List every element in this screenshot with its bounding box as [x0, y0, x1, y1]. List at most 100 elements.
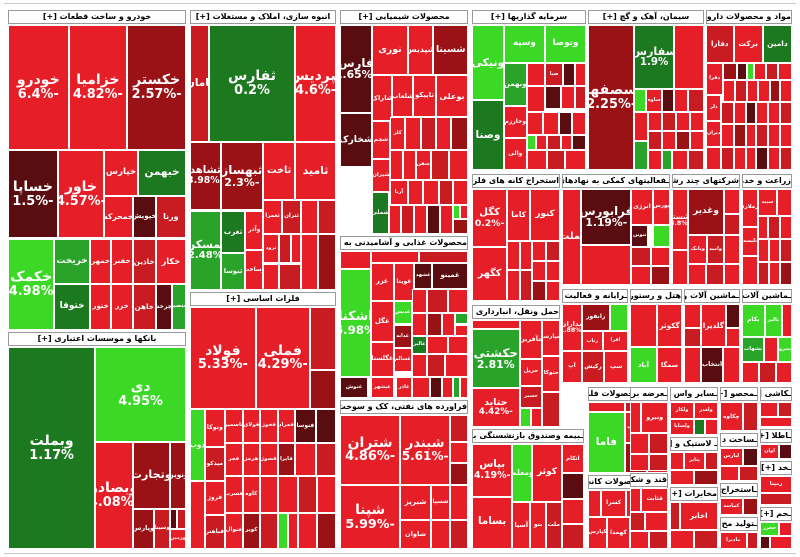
stock-tile-دفرا[interactable]: دفرا	[706, 62, 724, 95]
stock-tile[interactable]	[317, 512, 336, 549]
stock-tile[interactable]	[690, 112, 704, 131]
stock-tile-شسپا[interactable]: شسپا	[430, 484, 451, 520]
stock-tile[interactable]	[442, 312, 456, 337]
stock-tile[interactable]	[780, 261, 792, 285]
stock-tile[interactable]	[757, 80, 770, 102]
sector-header-invest[interactable]: سرمایه گذاریها [+]	[472, 10, 586, 24]
sector-header-metals[interactable]: فلزات اساسی [+]	[190, 292, 336, 306]
stock-tile[interactable]	[263, 263, 280, 290]
stock-tile-غگل[interactable]: غگل	[370, 300, 394, 343]
stock-tile-فایرا[interactable]: فایرا	[277, 442, 296, 477]
stock-tile[interactable]	[769, 80, 780, 102]
stock-tile-شسینا[interactable]: شسینا	[433, 25, 468, 76]
stock-tile[interactable]	[450, 484, 468, 520]
stock-tile-غزر[interactable]: غزر	[370, 262, 394, 301]
stock-tile-مداران[interactable]: مداران-1.88%	[562, 304, 582, 352]
stock-tile-خکمک[interactable]: خکمک 4.98%	[8, 238, 55, 330]
stock-tile[interactable]	[726, 327, 740, 348]
stock-tile-شاراک[interactable]: شاراک	[372, 75, 393, 122]
stock-tile[interactable]	[290, 234, 301, 264]
stock-tile[interactable]	[630, 453, 649, 471]
stock-tile[interactable]	[630, 488, 642, 513]
stock-tile[interactable]	[300, 234, 319, 290]
stock-tile-تملت[interactable]: تملت	[562, 189, 582, 285]
stock-tile-اوان[interactable]: اوان	[760, 444, 780, 459]
stock-tile[interactable]	[630, 530, 649, 549]
stock-tile-غبشهر[interactable]: غبشهر	[370, 377, 394, 398]
stock-tile-سفارس[interactable]: سفارس1.9%	[634, 25, 674, 89]
stock-tile[interactable]	[572, 112, 586, 136]
stock-tile[interactable]	[649, 530, 668, 549]
sector-header-power[interactable]: ـعرضه برق [+]	[630, 387, 668, 401]
stock-tile[interactable]	[775, 362, 792, 383]
stock-tile-کچاد[interactable]	[507, 240, 520, 270]
stock-tile[interactable]	[411, 312, 428, 337]
stock-tile-دفارا[interactable]: دفارا	[706, 25, 734, 63]
stock-tile[interactable]	[648, 112, 663, 131]
stock-tile[interactable]	[742, 498, 758, 515]
stock-tile[interactable]	[704, 452, 718, 471]
stock-tile-کپارس[interactable]: کپارس	[588, 517, 608, 549]
stock-tile[interactable]	[563, 62, 575, 86]
stock-tile-خزر[interactable]: خزر	[111, 284, 133, 330]
stock-tile-شپنا[interactable]: شپنا -5.99%	[340, 484, 401, 549]
stock-tile[interactable]	[526, 85, 545, 112]
stock-tile[interactable]	[427, 204, 440, 234]
stock-tile[interactable]	[260, 512, 278, 549]
stock-tile[interactable]	[747, 62, 755, 81]
stock-tile-اپال[interactable]	[507, 269, 520, 301]
stock-tile[interactable]	[687, 88, 704, 112]
stock-tile[interactable]	[648, 149, 663, 170]
stock-tile-ونیکی[interactable]: ونیکی	[472, 25, 504, 101]
stock-tile[interactable]	[423, 179, 439, 205]
stock-tile[interactable]	[671, 149, 688, 170]
stock-tile-حسیر[interactable]: حسیر	[519, 386, 543, 408]
sector-header-mining[interactable]: استخراج کانه های فلزی [+]	[472, 174, 560, 188]
stock-tile-رانفور[interactable]: رانفور	[581, 304, 610, 331]
stock-tile-سغرب[interactable]	[634, 141, 649, 170]
stock-tile[interactable]	[755, 146, 768, 170]
stock-tile-مادیرا[interactable]: مادیرا	[720, 532, 747, 549]
stock-tile-شتران[interactable]: شتران -4.86%	[340, 415, 401, 485]
stock-tile-اشکنا[interactable]: اشکنا6.98%	[340, 268, 371, 378]
stock-tile[interactable]	[780, 238, 792, 262]
stock-tile[interactable]	[542, 112, 559, 136]
stock-tile[interactable]	[427, 353, 445, 378]
sector-header-cement[interactable]: سیمان، آهک و گچ [+]	[588, 10, 704, 24]
stock-tile-اتکام[interactable]: اتکام	[561, 444, 584, 474]
stock-tile-فسوژ[interactable]: فسوژ	[260, 442, 278, 477]
stock-tile-خکستر[interactable]: خکستر -2.57%	[127, 25, 186, 151]
stock-tile-فجر[interactable]: فجر	[225, 442, 243, 477]
stock-tile-شخارک[interactable]: شخارک	[340, 112, 372, 168]
stock-tile[interactable]	[769, 535, 792, 549]
stock-tile-فولاد[interactable]: فولاد -5.33%	[190, 307, 256, 409]
stock-tile-غاذر[interactable]: غاذر	[396, 377, 412, 398]
stock-tile[interactable]	[760, 417, 792, 427]
stock-tile[interactable]	[742, 402, 758, 431]
stock-tile-شلعاب[interactable]: شلعاب	[392, 75, 413, 117]
stock-tile[interactable]	[526, 135, 536, 150]
sector-header-kashi[interactable]: ـکاشی [+]	[760, 387, 792, 401]
stock-tile-حکشتی[interactable]: حکشتی 2.81%	[472, 328, 520, 389]
stock-tile[interactable]	[298, 476, 317, 513]
stock-tile-فخوز[interactable]: فخوز	[260, 408, 278, 443]
stock-tile-غدانه[interactable]: غدانه	[393, 324, 412, 349]
stock-tile[interactable]	[279, 234, 291, 264]
stock-tile-ثامید[interactable]: ثامید	[295, 141, 336, 200]
sector-header-chem[interactable]: محصولات شیمیایی [+]	[340, 10, 468, 24]
stock-tile-ختور[interactable]: ختور	[89, 284, 112, 330]
stock-tile[interactable]	[526, 62, 545, 86]
stock-tile[interactable]	[300, 199, 319, 235]
stock-tile[interactable]	[662, 130, 677, 150]
stock-tile[interactable]	[531, 240, 546, 261]
stock-tile[interactable]	[723, 213, 740, 236]
stock-tile[interactable]	[560, 135, 573, 150]
stock-tile[interactable]	[634, 112, 649, 141]
stock-tile[interactable]	[460, 377, 468, 398]
stock-tile-ونوین[interactable]: ونوین	[169, 441, 186, 509]
stock-tile-کماسه[interactable]: کماسه	[720, 498, 743, 515]
stock-tile-شملی[interactable]: شملی	[372, 192, 389, 234]
stock-tile-ثپردیس[interactable]: ثپردیس-4.6%	[295, 25, 336, 142]
stock-tile-ملت[interactable]: ملت	[545, 501, 562, 549]
stock-tile[interactable]	[648, 130, 663, 150]
